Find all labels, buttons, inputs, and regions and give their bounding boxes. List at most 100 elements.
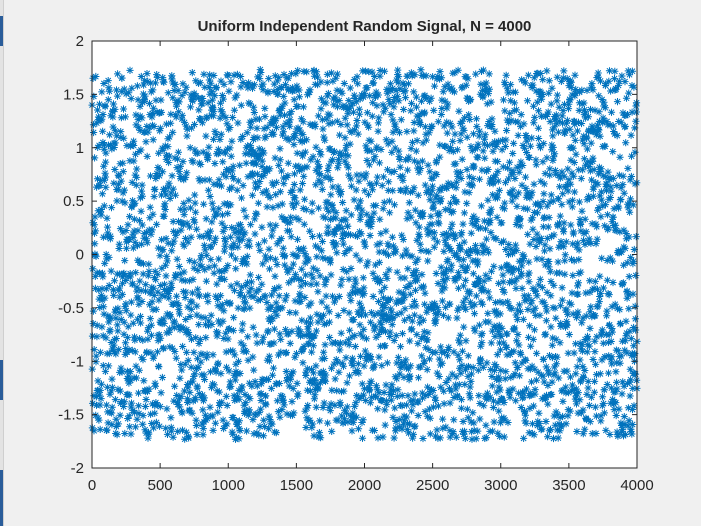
data-point bbox=[303, 365, 311, 373]
data-point bbox=[483, 142, 492, 150]
data-point bbox=[240, 401, 248, 409]
data-point bbox=[385, 242, 393, 250]
data-point bbox=[569, 271, 577, 279]
data-point bbox=[179, 342, 187, 351]
data-point bbox=[318, 116, 326, 124]
data-point bbox=[413, 236, 421, 244]
data-point bbox=[189, 158, 197, 166]
data-point bbox=[402, 250, 410, 258]
data-point bbox=[619, 109, 627, 117]
data-point bbox=[578, 340, 586, 348]
data-point bbox=[459, 220, 467, 228]
data-point bbox=[156, 124, 164, 132]
data-point bbox=[483, 389, 491, 397]
data-point bbox=[448, 84, 456, 92]
data-point bbox=[187, 204, 195, 212]
data-point bbox=[386, 209, 394, 217]
data-point bbox=[236, 228, 244, 237]
data-point bbox=[486, 393, 494, 401]
data-point bbox=[407, 362, 415, 370]
data-point bbox=[101, 173, 110, 181]
data-point bbox=[289, 385, 297, 393]
data-point bbox=[96, 181, 104, 189]
data-point bbox=[219, 227, 227, 235]
data-point bbox=[306, 314, 314, 322]
data-point bbox=[556, 427, 564, 435]
data-point bbox=[270, 130, 278, 138]
data-point bbox=[548, 341, 556, 349]
data-point bbox=[597, 289, 605, 297]
data-point bbox=[569, 196, 577, 204]
data-point bbox=[92, 252, 100, 260]
data-point bbox=[469, 130, 478, 138]
data-point bbox=[591, 106, 599, 114]
data-point bbox=[385, 197, 393, 205]
data-point bbox=[252, 331, 260, 339]
data-point bbox=[257, 172, 266, 181]
data-point bbox=[386, 295, 395, 303]
data-point bbox=[316, 272, 324, 280]
data-point bbox=[115, 172, 123, 180]
data-point bbox=[137, 319, 145, 327]
data-point bbox=[566, 373, 575, 381]
data-point bbox=[346, 231, 355, 239]
data-point bbox=[162, 261, 170, 269]
data-point bbox=[277, 167, 286, 175]
data-point bbox=[344, 418, 352, 426]
data-point bbox=[591, 403, 599, 411]
data-point bbox=[152, 418, 160, 426]
data-point bbox=[160, 212, 168, 220]
data-point bbox=[569, 144, 577, 152]
x-tick-label: 2500 bbox=[416, 477, 449, 494]
data-point bbox=[527, 342, 535, 350]
data-point bbox=[338, 152, 346, 160]
data-point bbox=[621, 420, 629, 429]
data-point bbox=[443, 274, 451, 282]
data-point bbox=[397, 274, 405, 282]
data-point bbox=[594, 206, 602, 214]
data-point bbox=[413, 331, 421, 339]
data-point bbox=[107, 204, 116, 212]
data-point bbox=[417, 164, 425, 173]
data-point bbox=[436, 68, 444, 76]
data-point bbox=[456, 137, 464, 145]
data-point bbox=[561, 251, 569, 259]
data-point bbox=[112, 314, 120, 322]
data-point bbox=[612, 346, 620, 354]
data-point bbox=[389, 314, 397, 322]
data-point bbox=[132, 111, 140, 119]
data-point bbox=[410, 88, 418, 96]
data-point bbox=[157, 389, 165, 397]
data-point bbox=[176, 270, 184, 278]
data-point bbox=[307, 333, 315, 341]
data-point bbox=[301, 148, 309, 156]
data-point bbox=[436, 153, 444, 161]
data-point bbox=[241, 257, 249, 265]
data-point bbox=[242, 282, 250, 290]
data-point bbox=[131, 409, 139, 417]
data-point bbox=[500, 237, 508, 245]
data-point bbox=[611, 221, 620, 229]
data-point bbox=[614, 81, 623, 89]
data-point bbox=[361, 347, 369, 355]
data-point bbox=[270, 87, 278, 96]
data-point bbox=[214, 408, 222, 416]
data-point bbox=[302, 368, 310, 376]
data-point bbox=[418, 157, 426, 165]
data-point bbox=[300, 195, 309, 203]
data-point bbox=[238, 383, 246, 391]
data-point bbox=[188, 298, 196, 306]
data-point bbox=[130, 141, 138, 150]
data-point bbox=[204, 291, 212, 299]
data-point bbox=[322, 255, 330, 263]
data-point bbox=[436, 434, 444, 442]
data-point bbox=[632, 326, 640, 334]
data-point bbox=[600, 409, 608, 417]
data-point bbox=[283, 265, 291, 273]
data-point bbox=[90, 221, 98, 229]
data-point bbox=[359, 274, 367, 282]
data-point bbox=[218, 268, 226, 276]
data-point bbox=[418, 389, 426, 397]
data-point bbox=[341, 231, 349, 239]
data-point bbox=[574, 308, 582, 316]
